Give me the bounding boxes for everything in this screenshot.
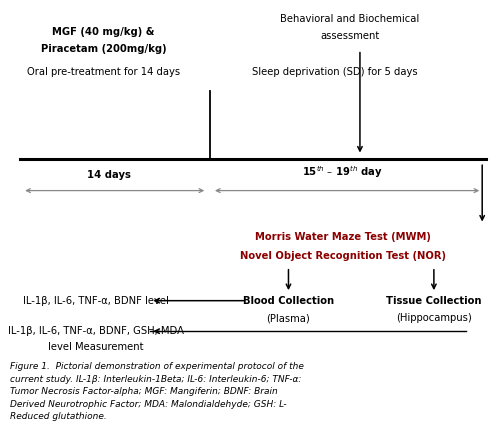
Text: MGF (40 mg/kg) &: MGF (40 mg/kg) & bbox=[52, 27, 155, 37]
Text: Sleep deprivation (SD) for 5 days: Sleep deprivation (SD) for 5 days bbox=[253, 67, 418, 77]
Text: Morris Water Maze Test (MWM): Morris Water Maze Test (MWM) bbox=[255, 232, 431, 242]
Text: Oral pre-treatment for 14 days: Oral pre-treatment for 14 days bbox=[27, 67, 180, 77]
Text: 15$^{th}$ – 19$^{th}$ day: 15$^{th}$ – 19$^{th}$ day bbox=[302, 164, 383, 180]
Text: assessment: assessment bbox=[320, 31, 380, 41]
Text: (Hippocampus): (Hippocampus) bbox=[396, 314, 472, 324]
Text: Blood Collection: Blood Collection bbox=[243, 295, 334, 306]
Text: Tissue Collection: Tissue Collection bbox=[386, 295, 482, 306]
Text: Piracetam (200mg/kg): Piracetam (200mg/kg) bbox=[41, 44, 166, 54]
Text: level Measurement: level Measurement bbox=[48, 342, 144, 352]
Text: Novel Object Recognition Test (NOR): Novel Object Recognition Test (NOR) bbox=[240, 251, 446, 261]
Text: Behavioral and Biochemical: Behavioral and Biochemical bbox=[281, 14, 420, 24]
Text: Figure 1.  Pictorial demonstration of experimental protocol of the
current study: Figure 1. Pictorial demonstration of exp… bbox=[10, 362, 304, 421]
Text: IL-1β, IL-6, TNF-α, BDNF level: IL-1β, IL-6, TNF-α, BDNF level bbox=[23, 295, 169, 306]
Text: (Plasma): (Plasma) bbox=[267, 314, 310, 324]
Text: IL-1β, IL-6, TNF-α, BDNF, GSH, MDA: IL-1β, IL-6, TNF-α, BDNF, GSH, MDA bbox=[8, 326, 184, 336]
Text: 14 days: 14 days bbox=[87, 170, 130, 180]
